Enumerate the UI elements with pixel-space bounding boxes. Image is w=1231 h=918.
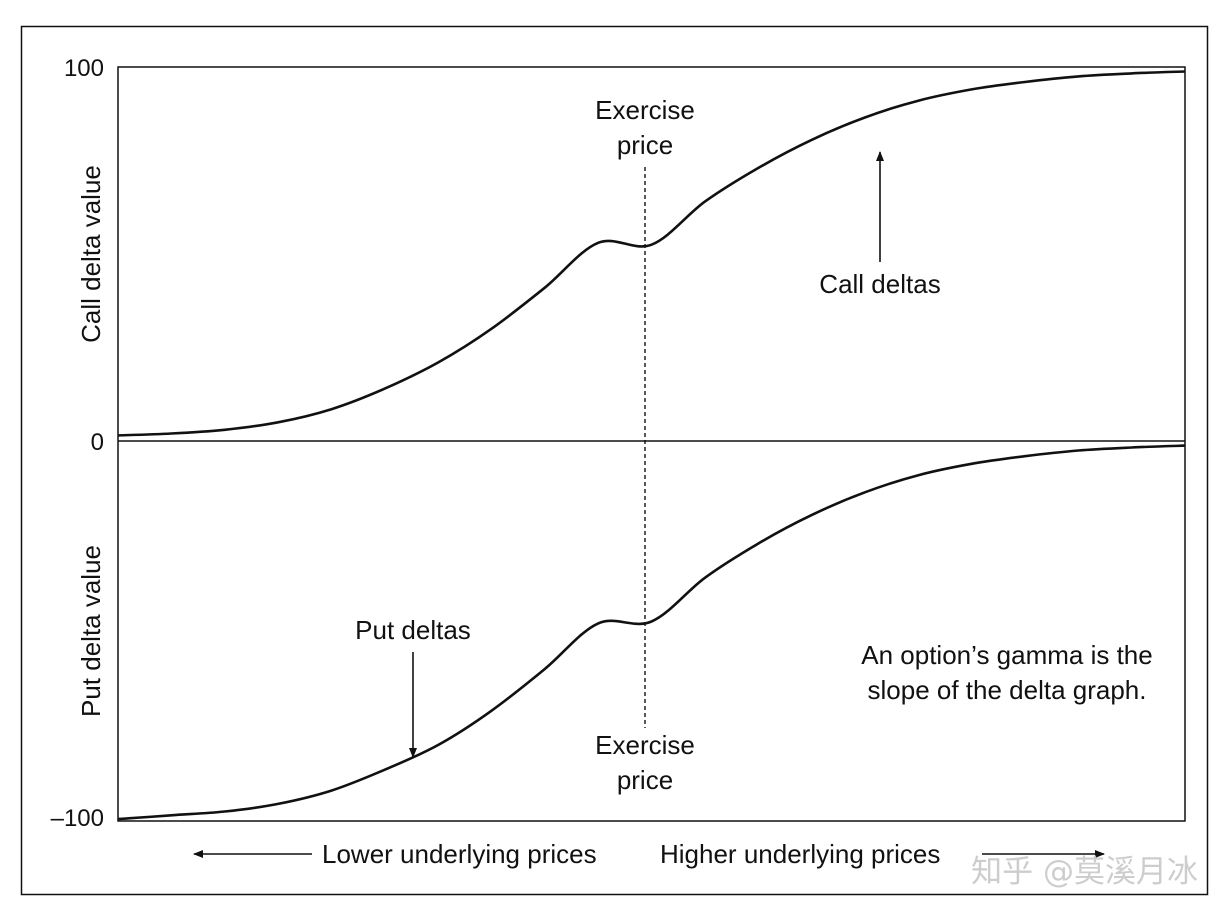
y-tick-label-100: 100 bbox=[64, 55, 104, 82]
outer-frame bbox=[20, 25, 1209, 896]
plot-frame bbox=[117, 66, 1186, 822]
put-deltas-label: Put deltas bbox=[355, 615, 471, 645]
lower-prices-label: Lower underlying prices bbox=[322, 839, 597, 869]
gamma-note-line2: slope of the delta graph. bbox=[868, 675, 1147, 705]
call-deltas-label: Call deltas bbox=[819, 269, 940, 299]
watermark: 知乎 @莫溪月冰 bbox=[971, 854, 1198, 890]
gamma-note-line1: An option’s gamma is the bbox=[861, 640, 1152, 670]
call-delta-curve bbox=[117, 70, 1186, 437]
exercise-price-label-top-line1: Exercise bbox=[595, 95, 695, 125]
put-y-axis-label: Put delta value bbox=[76, 545, 106, 717]
higher-prices-label: Higher underlying prices bbox=[660, 839, 940, 869]
y-tick-label-0: 0 bbox=[91, 429, 104, 456]
call-y-axis-label: Call delta value bbox=[76, 165, 106, 343]
put-delta-curve bbox=[117, 444, 1186, 821]
exercise-price-label-bottom-line2: price bbox=[617, 765, 673, 795]
exercise-price-label-bottom-line1: Exercise bbox=[595, 730, 695, 760]
exercise-price-label-top-line2: price bbox=[617, 130, 673, 160]
y-tick-label-minus-100: –100 bbox=[51, 805, 104, 832]
